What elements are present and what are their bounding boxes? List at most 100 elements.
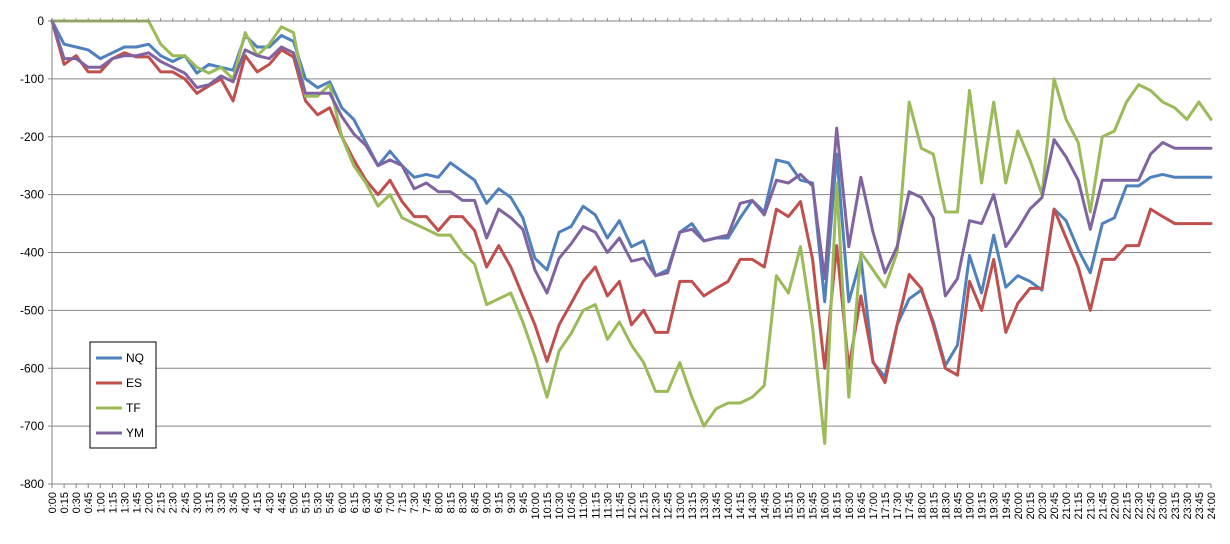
x-tick-label: 6:00 (337, 492, 349, 513)
x-tick-label: 23:15 (1170, 492, 1182, 520)
x-tick-label: 20:30 (1037, 492, 1049, 520)
y-tick-label: -600 (20, 361, 44, 375)
x-tick-label: 19:00 (965, 492, 977, 520)
y-tick-label: -100 (20, 72, 44, 86)
y-tick-label: -300 (20, 188, 44, 202)
x-tick-label: 2:00 (144, 492, 156, 513)
x-tick-label: 10:30 (554, 492, 566, 520)
x-tick-label: 10:45 (566, 492, 578, 520)
x-tick-label: 5:00 (288, 492, 300, 513)
x-tick-label: 3:00 (192, 492, 204, 513)
x-tick-label: 18:00 (916, 492, 928, 520)
x-tick-label: 8:00 (433, 492, 445, 513)
x-tick-label: 23:30 (1182, 492, 1194, 520)
x-tick-label: 20:00 (1013, 492, 1025, 520)
x-tick-label: 14:30 (747, 492, 759, 520)
x-tick-label: 15:45 (808, 492, 820, 520)
x-tick-label: 23:45 (1194, 492, 1206, 520)
x-tick-label: 4:30 (264, 492, 276, 513)
x-tick-label: 7:15 (397, 492, 409, 513)
y-tick-label: -200 (20, 130, 44, 144)
x-tick-label: 16:45 (856, 492, 868, 520)
x-tick-label: 11:30 (602, 492, 614, 519)
x-tick-label: 9:45 (518, 492, 530, 513)
x-tick-label: 1:00 (95, 492, 107, 513)
x-tick-label: 2:15 (156, 492, 168, 513)
x-tick-label: 11:45 (614, 492, 626, 519)
x-tick-label: 13:00 (675, 492, 687, 520)
series-line-ym (50, 19, 1213, 298)
x-tick-label: 5:15 (301, 492, 313, 513)
x-tick-label: 2:30 (168, 492, 180, 513)
x-tick-label: 15:30 (796, 492, 808, 520)
x-tick-label: 22:00 (1109, 492, 1121, 520)
x-tick-label: 12:15 (639, 492, 651, 520)
x-tick-label: 16:30 (844, 492, 856, 520)
x-tick-label: 4:00 (240, 492, 252, 513)
legend-label-nq: NQ (126, 351, 144, 365)
x-tick-label: 6:15 (349, 492, 361, 513)
x-tick-label: 17:45 (904, 492, 916, 520)
x-tick-label: 2:45 (180, 492, 192, 513)
legend: NQ ES TF YM (89, 341, 157, 449)
x-tick-label: 22:45 (1146, 492, 1158, 520)
x-tick-label: 7:45 (421, 492, 433, 513)
axes (51, 20, 1211, 485)
series-line-es (50, 19, 1213, 385)
x-tick-label: 24:00 (1206, 492, 1218, 520)
x-tick-label: 1:30 (119, 492, 131, 513)
x-tick-label: 16:00 (820, 492, 832, 520)
x-tick-label: 3:15 (204, 492, 216, 513)
x-tick-label: 19:45 (1001, 492, 1013, 520)
x-tick-label: 0:00 (47, 492, 59, 513)
x-tick-label: 17:15 (880, 492, 892, 520)
x-tick-label: 15:15 (783, 492, 795, 520)
x-tick-label: 18:15 (928, 492, 940, 520)
x-tick-label: 23:00 (1158, 492, 1170, 520)
x-tick-label: 18:30 (940, 492, 952, 520)
x-tick-label: 19:30 (989, 492, 1001, 520)
x-tick-label: 18:45 (952, 492, 964, 520)
x-tick-label: 9:30 (506, 492, 518, 513)
x-tick-label: 4:15 (252, 492, 264, 513)
y-tick-label: -700 (20, 419, 44, 433)
x-tick-label: 12:00 (627, 492, 639, 520)
x-tick-label: 5:45 (325, 492, 337, 513)
x-tick-label: 0:30 (71, 492, 83, 513)
x-tick-label: 14:45 (759, 492, 771, 520)
x-tick-label: 3:30 (216, 492, 228, 513)
x-tick-label: 7:00 (385, 492, 397, 513)
x-tick-label: 3:45 (228, 492, 240, 513)
x-tick-label: 13:15 (687, 492, 699, 520)
x-tick-label: 20:45 (1049, 492, 1061, 520)
x-tick-label: 5:30 (313, 492, 325, 513)
legend-box (89, 341, 157, 449)
x-tick-label: 20:15 (1025, 492, 1037, 520)
y-tick-label: 0 (37, 14, 44, 28)
series-line-tf (50, 19, 1213, 445)
x-tick-label: 11:00 (578, 492, 590, 519)
x-tick-label: 21:45 (1097, 492, 1109, 520)
x-tick-label: 22:30 (1134, 492, 1146, 520)
series-layer (50, 19, 1213, 445)
x-tick-label: 21:15 (1073, 492, 1085, 520)
x-tick-label: 8:30 (457, 492, 469, 513)
x-tick-label: 14:15 (735, 492, 747, 520)
x-tick-label: 8:15 (445, 492, 457, 513)
x-tick-label: 21:00 (1061, 492, 1073, 520)
y-tick-label: -400 (20, 246, 44, 260)
x-tick-label: 6:30 (361, 492, 373, 513)
x-tick-label: 0:15 (59, 492, 71, 513)
y-tick-label: -500 (20, 303, 44, 317)
x-tick-label: 13:30 (699, 492, 711, 520)
legend-label-tf: TF (126, 401, 141, 415)
x-tick-label: 17:00 (868, 492, 880, 520)
x-tick-label: 11:15 (590, 492, 602, 519)
x-tick-label: 10:15 (542, 492, 554, 520)
x-tick-label: 7:30 (409, 492, 421, 513)
x-tick-label: 22:15 (1121, 492, 1133, 520)
x-tick-label: 12:45 (663, 492, 675, 520)
x-tick-label: 1:15 (107, 492, 119, 513)
legend-label-es: ES (126, 376, 142, 390)
